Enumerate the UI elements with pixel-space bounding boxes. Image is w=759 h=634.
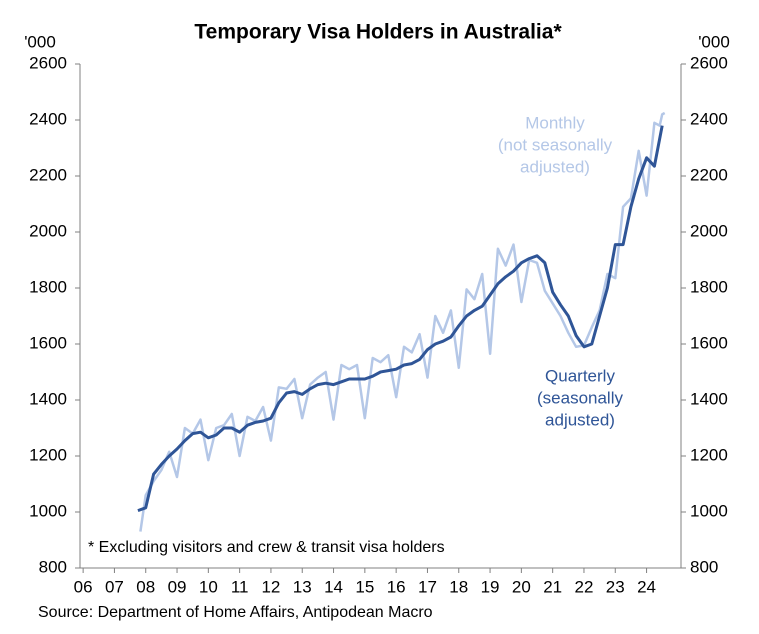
x-tick-label: 17 — [418, 577, 437, 596]
y2-axis-label: '000 — [698, 32, 730, 51]
y2-tick-label: 2600 — [690, 53, 728, 72]
y-tick-label: 2000 — [29, 221, 67, 240]
series-line — [139, 111, 666, 532]
y2-tick-label: 800 — [690, 557, 718, 576]
x-tick-label: 09 — [168, 577, 187, 596]
y-tick-label: 1200 — [29, 445, 67, 464]
y2-tick-label: 2200 — [690, 165, 728, 184]
x-tick-label: 06 — [74, 577, 93, 596]
x-tick-label: 07 — [105, 577, 124, 596]
series-label: (seasonally — [537, 388, 623, 407]
x-tick-label: 11 — [231, 577, 249, 596]
x-tick-label: 22 — [575, 577, 594, 596]
y-tick-label: 2200 — [29, 165, 67, 184]
series-label: Monthly — [525, 113, 585, 132]
footnote: * Excluding visitors and crew & transit … — [88, 539, 445, 556]
x-tick-label: 08 — [136, 577, 155, 596]
source: Source: Department of Home Affairs, Anti… — [38, 604, 433, 621]
chart-title: Temporary Visa Holders in Australia* — [194, 21, 562, 44]
y-tick-label: 2600 — [29, 53, 67, 72]
series-line — [137, 125, 664, 513]
x-tick-label: 10 — [199, 577, 218, 596]
x-tick-label: 21 — [543, 577, 562, 596]
x-tick-label: 23 — [606, 577, 625, 596]
x-tick-label: 14 — [324, 577, 343, 596]
x-tick-label: 13 — [293, 577, 312, 596]
x-tick-label: 15 — [355, 577, 374, 596]
y-tick-label: 1000 — [29, 501, 67, 520]
y-tick-label: 800 — [39, 557, 67, 576]
y-axis-label: '000 — [24, 32, 56, 51]
x-tick-label: 19 — [481, 577, 500, 596]
x-tick-label: 24 — [637, 577, 656, 596]
series-label: Quarterly — [545, 366, 615, 385]
y-tick-label: 2400 — [29, 109, 67, 128]
series-label: adjusted) — [520, 157, 590, 176]
series-label: (not seasonally — [498, 135, 613, 154]
x-tick-label: 18 — [449, 577, 468, 596]
y2-tick-label: 1000 — [690, 501, 728, 520]
y-tick-label: 1600 — [29, 333, 67, 352]
y2-tick-label: 1200 — [690, 445, 728, 464]
x-tick-label: 12 — [261, 577, 280, 596]
y-tick-label: 1800 — [29, 277, 67, 296]
x-tick-label: 16 — [387, 577, 406, 596]
x-tick-label: 20 — [512, 577, 531, 596]
y2-tick-label: 2400 — [690, 109, 728, 128]
y2-tick-label: 2000 — [690, 221, 728, 240]
series-label: adjusted) — [545, 410, 615, 429]
y2-tick-label: 1800 — [690, 277, 728, 296]
y2-tick-label: 1600 — [690, 333, 728, 352]
y2-tick-label: 1400 — [690, 389, 728, 408]
y-tick-label: 1400 — [29, 389, 67, 408]
